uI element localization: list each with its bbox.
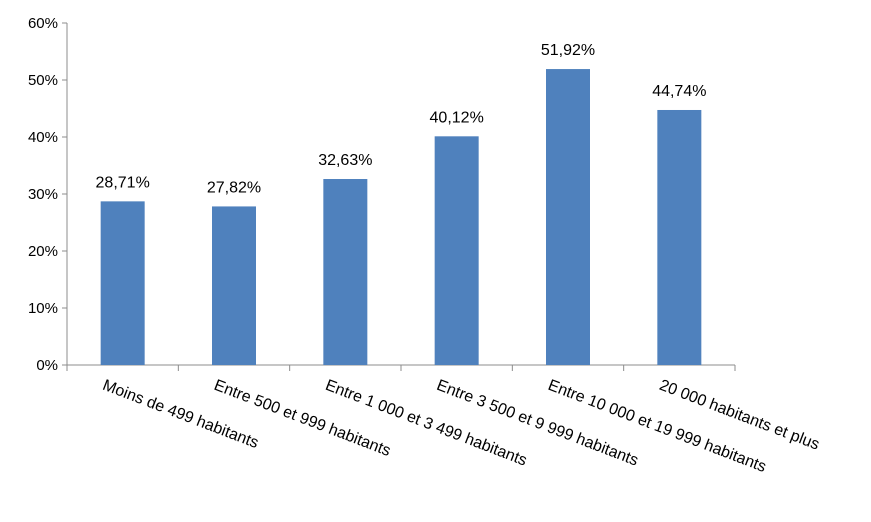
bar: [212, 206, 256, 365]
data-label: 40,12%: [430, 109, 484, 126]
y-tick-label: 50%: [28, 72, 58, 89]
bar: [657, 109, 702, 366]
bar: [323, 179, 368, 365]
y-tick-label: 10%: [28, 300, 58, 317]
data-labels: 28,71% 27,82% 32,63% 40,12% 51,92% 44,74%: [96, 42, 707, 196]
category-label: Entre 1 000 et 3 499 habitants: [323, 377, 529, 470]
bar: [434, 136, 479, 365]
y-tick-label: 0%: [36, 357, 58, 374]
data-label: 44,74%: [652, 83, 706, 100]
category-label: Entre 500 et 999 habitants: [212, 377, 393, 460]
y-tick-label: 40%: [28, 129, 58, 146]
bar: [546, 69, 590, 365]
bar: [100, 201, 145, 365]
data-label: 32,63%: [318, 152, 372, 169]
y-tick-label: 30%: [28, 186, 58, 203]
bars: [100, 69, 702, 366]
y-tick-label: 20%: [28, 243, 58, 260]
y-tick-label: 60%: [28, 15, 58, 32]
data-label: 28,71%: [96, 174, 150, 191]
y-axis: 0% 10% 20% 30% 40% 50% 60%: [28, 15, 68, 374]
category-label: Entre 3 500 et 9 999 habitants: [434, 377, 640, 470]
x-axis: [62, 364, 736, 371]
data-label: 27,82%: [207, 179, 261, 196]
data-label: 51,92%: [541, 42, 595, 59]
